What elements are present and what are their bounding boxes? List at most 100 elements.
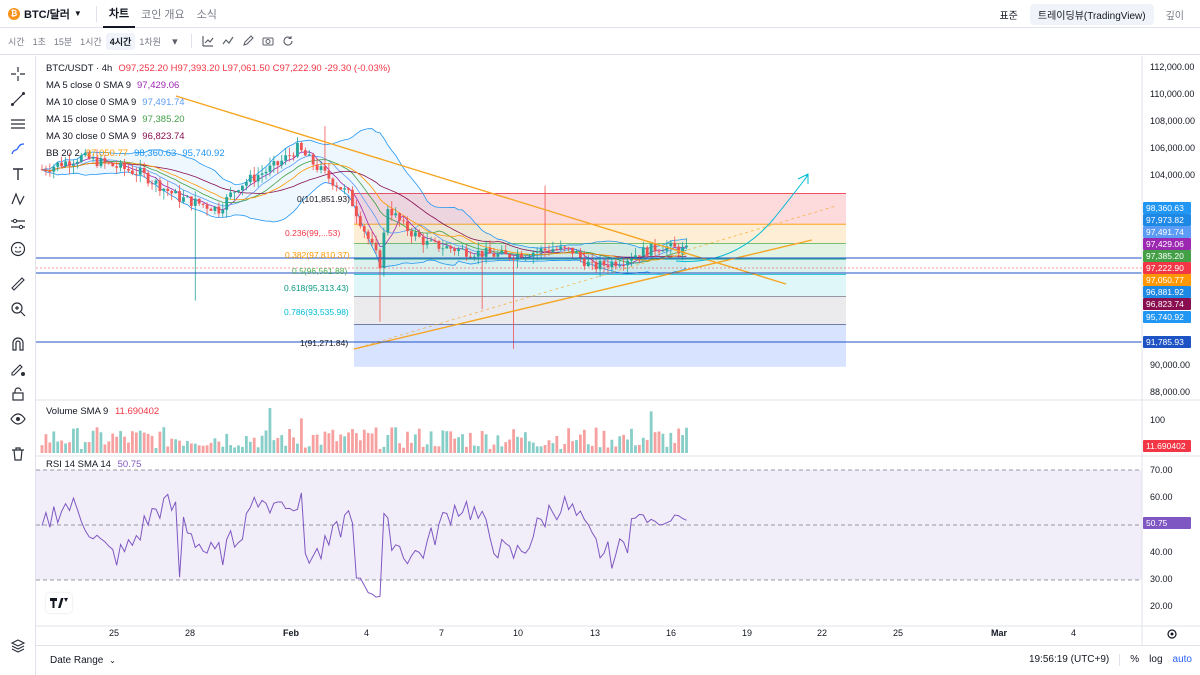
percent-scale-toggle[interactable]: % [1130,654,1140,665]
price-tag: 97,429.06 [1143,238,1191,250]
ruler-icon[interactable] [8,274,28,294]
volume-bar [170,438,174,453]
candle-body [630,258,633,261]
tab-coin-overview[interactable]: 코인 개요 [141,8,185,21]
tab-chart[interactable]: 차트 [102,0,136,28]
volume-bar [551,443,555,453]
text-tool-icon[interactable] [8,164,28,184]
volume-bar [213,438,217,453]
interval-time[interactable]: 시간 [8,36,25,47]
stay-drawing-icon[interactable] [8,359,28,379]
brush-icon[interactable] [8,139,28,159]
bollinger-upper [41,128,687,250]
volume-bar [272,440,276,453]
clock-display[interactable]: 19:56:19 (UTC+9) [1028,654,1110,665]
candle-body [516,253,519,260]
volume-bar [182,445,185,453]
tab-news[interactable]: 소식 [196,8,217,21]
candle-body [327,170,331,179]
volume-bar [468,432,472,453]
candle-body [292,155,295,157]
volume-bar [579,434,582,453]
ma10-label[interactable]: MA 10 close 0 SMA 9 [46,97,137,108]
time-axis-label: 25 [109,628,120,638]
candle-body [641,247,645,257]
view-tradingview-button[interactable]: 트레이딩뷰(TradingView) [1029,4,1154,25]
volume-bar [637,444,641,453]
chevron-down-icon[interactable]: ▾ [172,35,178,48]
chart-canvas[interactable] [36,56,1200,645]
price-tag: 97,050.77 [1143,274,1191,286]
forecast-arrow [797,173,809,184]
price-tag: 97,973.82 [1143,214,1191,226]
volume-label[interactable]: Volume SMA 9 [46,406,109,417]
volume-bar [217,441,221,453]
view-standard-button[interactable]: 표준 [999,11,1018,22]
candle-body [154,180,158,184]
ma15-label[interactable]: MA 15 close 0 SMA 9 [46,114,137,125]
volume-bar [602,430,606,453]
indicators-icon[interactable] [218,31,238,51]
volume-bar [79,448,83,453]
date-range-button[interactable]: Date Range ⌄ [36,655,116,666]
rsi-label[interactable]: RSI 14 SMA 14 [46,459,111,470]
volume-bar [634,445,637,453]
candle-body [138,167,142,175]
volume-bar [535,446,539,453]
layers-icon[interactable] [8,636,28,656]
rsi-legend: RSI 14 SMA 14 50.75 [46,459,141,470]
interval-1d[interactable]: 1차원 [139,36,161,47]
pattern-icon[interactable] [8,189,28,209]
zoom-in-icon[interactable] [8,299,28,319]
divider [190,34,192,48]
candle-body [111,162,115,167]
volume-bar [48,442,52,453]
candle-body [193,198,197,206]
magnet-icon[interactable] [8,334,28,354]
volume-bar [594,427,598,453]
candle-body [127,168,130,171]
pencil-icon[interactable] [238,31,258,51]
trash-icon[interactable] [8,444,28,464]
auto-scale-toggle[interactable]: auto [1172,654,1192,665]
volume-bar [44,434,48,453]
volume-bar [327,433,331,453]
horizontal-lines-icon[interactable] [8,114,28,134]
ohlc-values: O97,252.20 H97,393.20 L97,061.50 C97,222… [118,63,391,74]
log-scale-toggle[interactable]: log [1149,654,1163,665]
lock-icon[interactable] [8,384,28,404]
trendline-icon[interactable] [8,89,28,109]
interval-1s[interactable]: 1초 [32,36,46,47]
ma30-label[interactable]: MA 30 close 0 SMA 9 [46,131,137,142]
candle-body [217,206,221,214]
volume-bar [465,446,468,453]
ma5-label[interactable]: MA 5 close 0 SMA 9 [46,80,132,91]
fib-level-1: 1(91,271.84) [300,338,349,348]
eye-icon[interactable] [8,409,28,429]
bb-label[interactable]: BB 20 2 [46,148,80,159]
time-axis-label: 19 [742,628,753,638]
chart-type-icon[interactable] [198,31,218,51]
emoji-icon[interactable] [8,239,28,259]
candle-body [590,261,594,263]
volume-bar [488,448,492,453]
prediction-icon[interactable] [8,214,28,234]
reset-icon[interactable] [278,31,298,51]
volume-bar [539,446,543,453]
candle-body [119,162,122,168]
candle-body [252,174,256,182]
crosshair-icon[interactable] [8,64,28,84]
volume-bar [256,447,260,453]
symbol-selector[interactable]: ₿ BTC/달러 ▼ [0,0,90,28]
candle-body [307,154,311,156]
interval-4h[interactable]: 4시간 [105,32,136,50]
interval-1h[interactable]: 1시간 [80,36,102,47]
interval-15m[interactable]: 15분 [53,36,73,47]
settings-icon[interactable] [1166,628,1178,642]
volume-bar [614,446,618,453]
camera-icon[interactable] [258,31,278,51]
time-axis-label: Feb [283,628,300,638]
candle-body [72,163,75,166]
volume-bar [472,445,476,453]
view-depth-button[interactable]: 깊이 [1165,11,1184,22]
